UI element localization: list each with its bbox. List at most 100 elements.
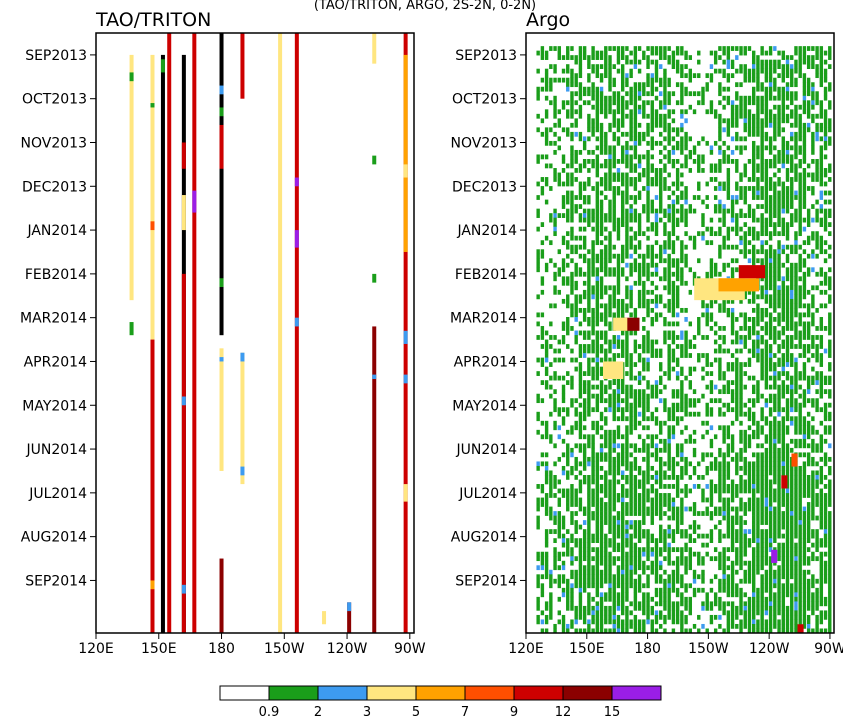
argo-float-cell bbox=[781, 434, 785, 440]
argo-float-cell bbox=[646, 592, 650, 598]
argo-float-cell bbox=[790, 357, 794, 363]
argo-float-cell bbox=[667, 77, 671, 83]
argo-float-cell bbox=[692, 529, 697, 534]
argo-float-cell bbox=[536, 578, 540, 584]
argo-float-cell bbox=[743, 614, 747, 620]
argo-float-cell bbox=[739, 208, 743, 214]
argo-float-cell bbox=[747, 186, 752, 191]
argo-float-cell bbox=[718, 452, 722, 458]
argo-float-cell bbox=[773, 131, 777, 137]
argo-float-cell bbox=[582, 199, 587, 205]
argo-float-cell bbox=[781, 587, 785, 593]
argo-float-cell bbox=[739, 393, 743, 399]
argo-float-cell bbox=[637, 524, 642, 530]
argo-float-cell bbox=[768, 91, 773, 97]
argo-float-cell bbox=[578, 547, 583, 553]
argo-float-cell bbox=[659, 524, 663, 530]
argo-float-cell bbox=[730, 113, 735, 119]
argo-float-cell bbox=[794, 249, 798, 255]
argo-float-cell bbox=[781, 456, 785, 462]
argo-float-cell bbox=[659, 533, 663, 539]
argo-float-cell bbox=[663, 145, 667, 151]
argo-float-cell bbox=[785, 511, 790, 516]
argo-float-cell bbox=[536, 596, 540, 602]
argo-float-cell bbox=[747, 623, 752, 629]
argo-float-cell bbox=[684, 118, 688, 124]
argo-float-cell bbox=[722, 262, 726, 268]
argo-float-cell bbox=[743, 429, 747, 435]
argo-float-cell bbox=[578, 244, 583, 250]
argo-float-cell bbox=[730, 438, 735, 444]
argo-float-cell bbox=[768, 276, 773, 282]
argo-float-cell bbox=[726, 565, 731, 571]
argo-float-cell bbox=[604, 226, 608, 232]
argo-float-cell bbox=[625, 335, 629, 340]
argo-float-cell bbox=[735, 267, 739, 273]
argo-float-cell bbox=[536, 312, 540, 318]
tao-y-tick-label: JAN2014 bbox=[26, 223, 87, 239]
argo-float-cell bbox=[709, 267, 714, 273]
argo-float-cell bbox=[756, 312, 760, 318]
argo-float-cell bbox=[578, 366, 583, 372]
argo-float-cell bbox=[612, 416, 616, 422]
argo-float-cell bbox=[768, 177, 773, 182]
tao-x-tick-label: 120E bbox=[78, 641, 114, 657]
argo-float-cell bbox=[536, 605, 540, 611]
argo-float-cell bbox=[794, 425, 798, 431]
argo-float-cell bbox=[773, 533, 777, 539]
argo-float-cell bbox=[684, 190, 688, 196]
argo-float-cell bbox=[781, 614, 785, 620]
argo-float-cell bbox=[659, 389, 663, 395]
argo-float-cell bbox=[540, 592, 545, 598]
argo-float-cell bbox=[726, 529, 731, 534]
argo-float-cell bbox=[764, 204, 769, 209]
argo-float-cell bbox=[663, 339, 667, 345]
tao-buoy-segment bbox=[219, 278, 224, 288]
argo-float-cell bbox=[667, 533, 671, 539]
argo-float-cell bbox=[756, 353, 760, 358]
argo-float-cell bbox=[730, 583, 735, 589]
argo-float-cell bbox=[625, 398, 629, 404]
argo-float-cell bbox=[544, 181, 549, 187]
argo-float-cell bbox=[591, 344, 595, 349]
argo-float-cell bbox=[566, 344, 570, 349]
argo-float-cell bbox=[595, 592, 600, 598]
argo-float-cell bbox=[735, 95, 739, 101]
argo-float-cell bbox=[675, 484, 680, 489]
argo-float-cell bbox=[756, 168, 760, 173]
argo-float-cell bbox=[777, 447, 781, 453]
argo-float-cell bbox=[768, 77, 773, 83]
argo-float-cell bbox=[768, 619, 773, 625]
argo-float-cell bbox=[544, 95, 549, 101]
argo-float-cell bbox=[536, 574, 540, 580]
argo-float-cell bbox=[747, 177, 752, 182]
argo-float-cell bbox=[650, 177, 654, 182]
argo-float-cell bbox=[650, 127, 654, 133]
argo-float-cell bbox=[760, 456, 764, 462]
argo-float-cell bbox=[595, 614, 600, 620]
argo-float-cell bbox=[773, 262, 777, 268]
argo-float-cell bbox=[637, 231, 642, 237]
argo-float-cell bbox=[722, 335, 726, 340]
argo-float-cell bbox=[790, 303, 794, 309]
argo-float-cell bbox=[781, 95, 785, 101]
argo-float-cell bbox=[620, 384, 625, 390]
argo-float-cell bbox=[646, 474, 650, 480]
argo-float-cell bbox=[697, 168, 701, 173]
argo-float-cell bbox=[599, 551, 604, 557]
argo-float-cell bbox=[604, 470, 608, 476]
argo-float-cell bbox=[663, 285, 667, 291]
argo-float-cell bbox=[713, 140, 718, 146]
argo-float-cell bbox=[756, 86, 760, 92]
argo-float-cell bbox=[680, 82, 684, 88]
argo-float-cell bbox=[730, 614, 735, 620]
argo-float-cell bbox=[659, 592, 663, 598]
argo-float-cell bbox=[659, 77, 663, 83]
argo-float-cell bbox=[608, 154, 612, 160]
argo-float-cell bbox=[654, 551, 659, 557]
argo-float-cell bbox=[701, 560, 705, 566]
argo-float-cell bbox=[620, 100, 625, 106]
argo-float-cell bbox=[777, 488, 781, 494]
argo-float-cell bbox=[760, 470, 764, 476]
argo-float-cell bbox=[726, 556, 731, 562]
